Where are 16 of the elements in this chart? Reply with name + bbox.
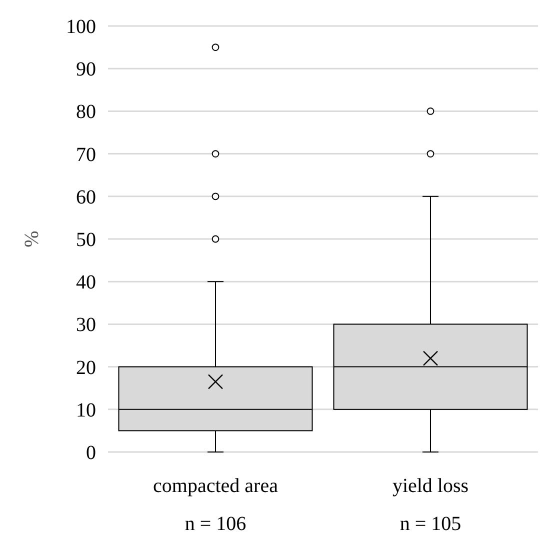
y-tick-label: 100 (66, 16, 96, 38)
y-tick-label: 50 (76, 229, 96, 251)
y-tick-label: 10 (76, 399, 96, 422)
y-tick-label: 90 (76, 58, 96, 81)
text: n = 106 (184, 513, 246, 534)
y-axis-title: % (21, 230, 43, 248)
y-tick-label: 60 (76, 186, 96, 208)
y-tick-label: 0 (86, 442, 96, 464)
y-tick-label: 30 (76, 314, 96, 336)
x-tick-label: compacted area (153, 475, 278, 497)
y-tick-label: 40 (76, 272, 96, 294)
y-tick-label: 70 (76, 144, 96, 166)
y-tick-label: 20 (76, 356, 96, 379)
x-tick-label: yield loss (392, 475, 469, 497)
y-tick-label: 80 (76, 101, 96, 124)
text: n = 105 (400, 513, 462, 534)
